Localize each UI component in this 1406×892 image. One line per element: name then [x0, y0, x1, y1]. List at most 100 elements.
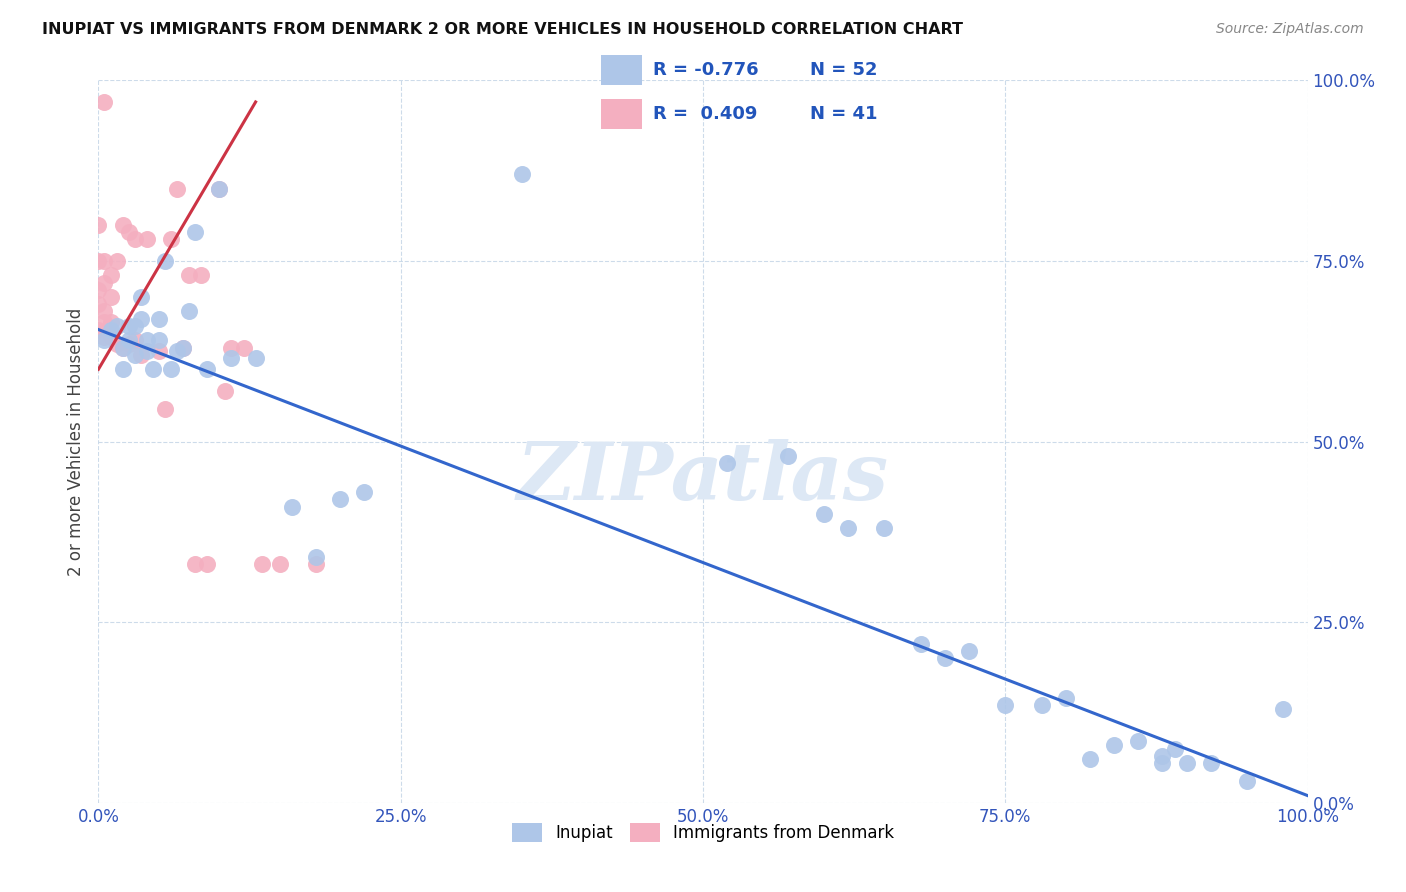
Point [190, 268, 212, 283]
Point [184, 558, 207, 572]
Text: N = 52: N = 52 [810, 61, 877, 78]
Point [87, 253, 110, 268]
Point [245, 351, 267, 366]
Point [353, 485, 375, 500]
Point [153, 402, 176, 417]
Point [124, 318, 146, 333]
Point [166, 344, 188, 359]
Point [148, 344, 170, 359]
Point [100, 322, 122, 336]
Text: R = -0.776: R = -0.776 [652, 61, 758, 78]
Point [148, 334, 170, 348]
Text: ZIPatlas: ZIPatlas [517, 439, 889, 516]
Point [118, 334, 141, 348]
Point [510, 167, 533, 181]
Point [111, 218, 134, 232]
Point [305, 550, 328, 565]
FancyBboxPatch shape [602, 99, 641, 129]
Point [93, 315, 115, 329]
Point [195, 558, 218, 572]
Point [93, 330, 115, 344]
Point [1102, 738, 1125, 752]
Point [124, 334, 146, 348]
Point [214, 384, 236, 398]
Point [160, 362, 183, 376]
Text: Source: ZipAtlas.com: Source: ZipAtlas.com [1216, 22, 1364, 37]
Point [93, 334, 115, 348]
Text: R =  0.409: R = 0.409 [652, 105, 756, 123]
Point [135, 334, 157, 348]
Point [195, 362, 218, 376]
Point [111, 341, 134, 355]
Y-axis label: 2 or more Vehicles in Household: 2 or more Vehicles in Household [66, 308, 84, 575]
Point [93, 253, 115, 268]
Point [111, 341, 134, 355]
Point [124, 232, 146, 246]
FancyBboxPatch shape [602, 55, 641, 85]
Point [153, 253, 176, 268]
Point [105, 337, 128, 351]
Point [250, 558, 273, 572]
Point [87, 218, 110, 232]
Point [118, 225, 141, 239]
Point [813, 507, 835, 521]
Point [179, 304, 201, 318]
Point [179, 268, 201, 283]
Point [105, 318, 128, 333]
Text: N = 41: N = 41 [810, 105, 877, 123]
Point [148, 311, 170, 326]
Point [142, 362, 165, 376]
Point [105, 253, 128, 268]
Point [1272, 702, 1295, 716]
Point [1163, 741, 1185, 756]
Point [232, 341, 254, 355]
Point [87, 297, 110, 311]
Point [129, 311, 152, 326]
Point [208, 182, 231, 196]
Point [873, 521, 896, 535]
Point [172, 341, 194, 355]
Point [1031, 698, 1053, 713]
Point [208, 182, 231, 196]
Point [124, 348, 146, 362]
Point [269, 558, 291, 572]
Point [87, 322, 110, 336]
Point [1199, 756, 1222, 770]
Point [910, 637, 932, 651]
Point [129, 290, 152, 304]
Point [934, 651, 956, 665]
Point [994, 698, 1017, 713]
Point [87, 283, 110, 297]
Point [1152, 756, 1174, 770]
Point [93, 95, 115, 109]
Point [118, 318, 141, 333]
Point [111, 362, 134, 376]
Point [957, 644, 980, 658]
Legend: Inupiat, Immigrants from Denmark: Inupiat, Immigrants from Denmark [505, 816, 901, 848]
Point [129, 348, 152, 362]
Point [716, 456, 738, 470]
Point [329, 492, 352, 507]
Point [135, 344, 157, 359]
Point [776, 449, 799, 463]
Point [837, 521, 859, 535]
Point [93, 276, 115, 290]
Point [100, 315, 122, 329]
Text: INUPIAT VS IMMIGRANTS FROM DENMARK 2 OR MORE VEHICLES IN HOUSEHOLD CORRELATION C: INUPIAT VS IMMIGRANTS FROM DENMARK 2 OR … [42, 22, 963, 37]
Point [305, 558, 328, 572]
Point [184, 225, 207, 239]
Point [221, 341, 243, 355]
Point [221, 351, 243, 366]
Point [1054, 691, 1077, 706]
Point [1128, 734, 1150, 748]
Point [281, 500, 304, 514]
Point [1078, 752, 1101, 766]
Point [100, 290, 122, 304]
Point [160, 232, 183, 246]
Point [1175, 756, 1198, 770]
Point [100, 330, 122, 344]
Point [1236, 774, 1258, 789]
Point [135, 232, 157, 246]
Point [166, 182, 188, 196]
Point [100, 268, 122, 283]
